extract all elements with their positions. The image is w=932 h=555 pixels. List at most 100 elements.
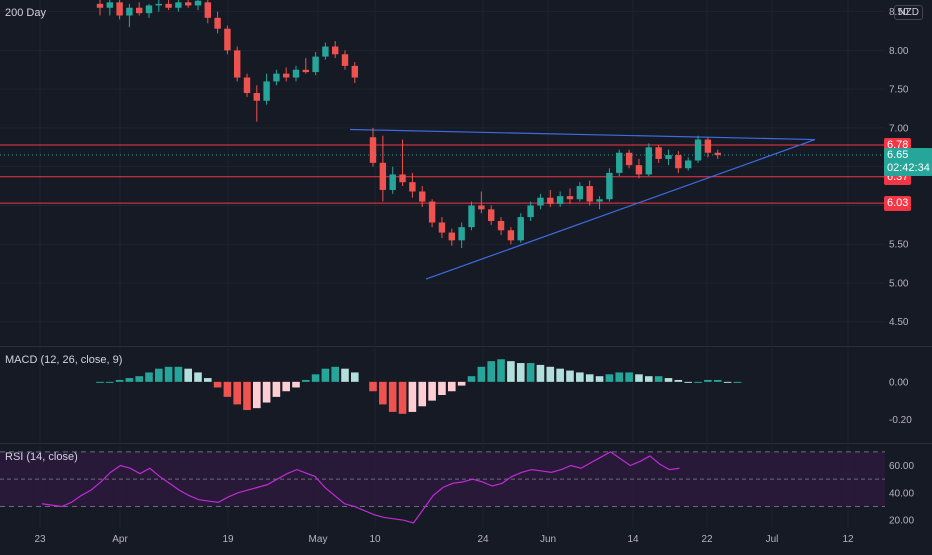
date-axis-label: May <box>309 534 328 545</box>
candle-body <box>488 209 495 221</box>
horizontal-levels[interactable] <box>0 144 885 204</box>
macd-bar <box>155 368 163 382</box>
candle-body <box>507 230 515 241</box>
candle-body <box>224 28 231 51</box>
macd-bar <box>654 376 663 382</box>
candle-body <box>312 56 319 73</box>
macd-label[interactable]: MACD (12, 26, close, 9) <box>5 354 123 366</box>
macd-bar <box>369 381 377 392</box>
macd-bar <box>341 368 349 382</box>
candle-body <box>537 197 544 206</box>
date-axis-label: 10 <box>369 534 381 545</box>
macd-bar <box>615 372 624 382</box>
candle-body <box>194 0 202 6</box>
candle-body <box>635 165 643 175</box>
macd-bar <box>497 359 505 382</box>
rsi-band <box>0 451 885 507</box>
candle-body <box>116 2 123 16</box>
macd-bar <box>282 381 290 392</box>
macd-bar <box>184 368 192 382</box>
macd-bar <box>625 372 633 382</box>
macd-bar <box>576 372 584 382</box>
price-axis-label: 5.50 <box>889 240 909 251</box>
candle-body <box>243 77 251 94</box>
candle-body <box>625 152 633 166</box>
macd-bar <box>213 381 222 388</box>
candle-body <box>675 155 682 169</box>
macd-bar <box>164 366 173 382</box>
macd-bar <box>526 363 535 382</box>
candle-body <box>322 46 329 57</box>
macd-bar <box>311 374 320 382</box>
candle-body <box>685 160 692 169</box>
candle-body <box>204 2 211 18</box>
macd-bar <box>566 370 574 382</box>
macd-bar <box>253 381 261 409</box>
rsi-line <box>41 451 680 524</box>
candle-body <box>468 205 475 228</box>
last-price-tag[interactable]: 6.65 02:42:34 <box>884 148 932 177</box>
macd-bar <box>605 374 614 382</box>
macd-bar <box>321 368 330 382</box>
price-axis-label: 7.00 <box>889 123 909 134</box>
candle-body <box>389 174 396 190</box>
candle-body <box>214 17 221 29</box>
pattern-upper-trendline <box>349 128 816 141</box>
candlestick-series <box>96 0 721 249</box>
candle-body <box>283 73 290 78</box>
macd-bar <box>302 379 310 382</box>
rsi-axis-label: 20.00 <box>889 516 914 527</box>
indicator-label-200-day[interactable]: 200 Day <box>5 7 46 19</box>
candle-body <box>165 3 172 8</box>
macd-bar <box>457 381 466 386</box>
bar-countdown: 02:42:34 <box>887 162 930 175</box>
candle-body <box>556 196 564 204</box>
macd-bar <box>585 374 594 382</box>
candle-body <box>96 3 104 8</box>
candle-body <box>694 139 702 161</box>
price-axis-label: 8.50 <box>889 7 909 18</box>
macd-bar <box>723 381 732 383</box>
candle-body <box>547 197 554 204</box>
macd-bar <box>243 381 251 411</box>
macd-bar <box>408 381 417 412</box>
price-axis-label: 4.50 <box>889 317 909 328</box>
macd-bar <box>556 368 564 382</box>
macd-bar <box>125 378 134 382</box>
macd-bar <box>595 376 604 382</box>
macd-axis-label: 0.00 <box>889 377 909 388</box>
macd-bar <box>331 366 339 382</box>
macd-bar <box>292 381 300 388</box>
macd-bar <box>477 366 486 382</box>
candle-body <box>175 2 182 8</box>
macd-bar <box>664 378 673 382</box>
date-axis-label: 19 <box>222 534 234 545</box>
macd-bar <box>645 376 653 382</box>
macd-bar <box>351 372 359 382</box>
macd-bar <box>388 381 397 412</box>
candle-body <box>497 220 505 231</box>
date-axis-label: 24 <box>477 534 489 545</box>
macd-bar <box>145 372 153 382</box>
triangle-pattern[interactable] <box>349 128 816 280</box>
macd-bar <box>536 364 545 382</box>
candle-body <box>302 69 309 73</box>
level-price-tag[interactable]: 6.03 <box>884 196 912 212</box>
candle-body <box>714 152 721 156</box>
price-axis-label: 8.00 <box>889 46 909 57</box>
date-axis-label: Jun <box>540 534 556 545</box>
rsi-axis-label: 60.00 <box>889 461 914 472</box>
grid-lines <box>0 346 932 444</box>
macd-bar <box>507 361 515 382</box>
macd-bar <box>438 381 446 395</box>
currency-button[interactable]: NZD <box>894 5 923 20</box>
macd-bar <box>96 381 104 383</box>
rsi-label[interactable]: RSI (14, close) <box>5 451 78 463</box>
candle-body <box>586 186 593 202</box>
macd-bar <box>546 366 555 382</box>
macd-bar <box>733 381 742 383</box>
macd-bar <box>194 372 202 382</box>
macd-bar <box>418 381 427 407</box>
rsi-line-group <box>41 451 680 524</box>
